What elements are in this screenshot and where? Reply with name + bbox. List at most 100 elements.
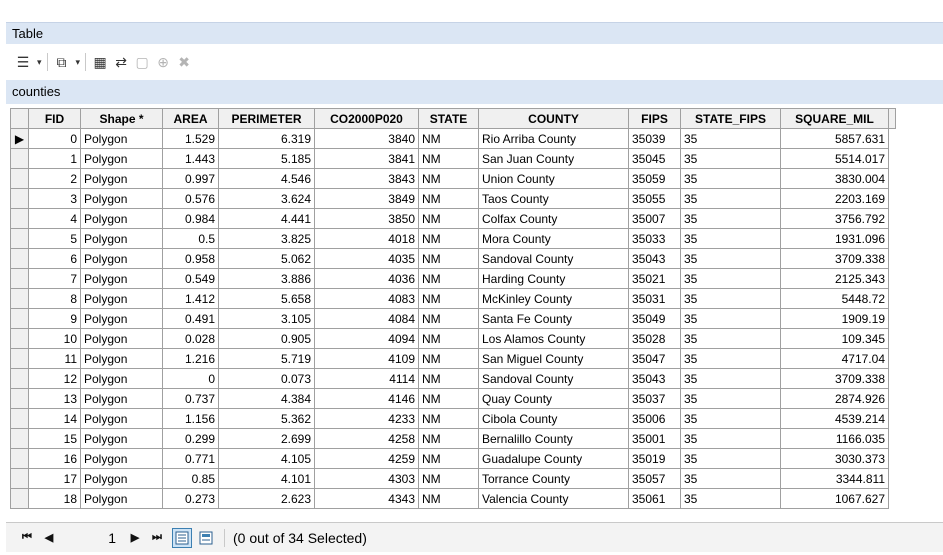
table-row[interactable]: 3 Polygon 0.576 3.624 3849 NM Taos County 35055… (10, 188, 896, 209)
table-cell[interactable]: Los Alamos County (478, 328, 629, 349)
next-record-icon[interactable]: ▶ (130, 532, 140, 544)
table-cell[interactable]: NM (418, 248, 479, 269)
table-cell[interactable]: 35045 (628, 148, 681, 169)
table-cell[interactable]: NM (418, 348, 479, 369)
first-record-icon[interactable]: ⏮ (22, 531, 32, 543)
table-cell[interactable]: 3709.338 (780, 368, 889, 389)
table-cell[interactable]: 6.319 (218, 128, 315, 149)
table-row[interactable]: 14 Polygon 1.156 5.362 4233 NM Cibola County 35… (10, 408, 896, 429)
table-row[interactable]: 10 Polygon 0.028 0.905 4094 NM Los Alamos Coun… (10, 328, 896, 349)
table-cell[interactable]: 5.185 (218, 148, 315, 169)
table-cell[interactable]: Harding County (478, 268, 629, 289)
column-header[interactable]: PERIMETER (218, 108, 315, 129)
table-cell[interactable]: 4717.04 (780, 348, 889, 369)
attribute-grid[interactable]: FID Shape * AREA PERIMETER CO2000P020 STATE CO… (10, 108, 943, 518)
table-cell[interactable]: Cibola County (478, 408, 629, 429)
table-cell[interactable]: 35 (680, 388, 781, 409)
show-selected-records-icon[interactable] (196, 528, 216, 548)
table-row[interactable]: 17 Polygon 0.85 4.101 4303 NM Torrance County 3… (10, 468, 896, 489)
table-cell[interactable]: 3849 (314, 188, 419, 209)
table-row[interactable]: 11 Polygon 1.216 5.719 4109 NM San Miguel Coun… (10, 348, 896, 369)
table-row[interactable]: 4 Polygon 0.984 4.441 3850 NM Colfax County 350… (10, 208, 896, 229)
table-cell[interactable]: 35047 (628, 348, 681, 369)
table-cell[interactable]: 2125.343 (780, 268, 889, 289)
table-cell[interactable]: 0 (162, 368, 219, 389)
table-cell[interactable]: NM (418, 308, 479, 329)
table-cell[interactable]: 35033 (628, 228, 681, 249)
table-row[interactable]: 8 Polygon 1.412 5.658 4083 NM McKinley County 3… (10, 288, 896, 309)
table-cell[interactable]: 3.886 (218, 268, 315, 289)
table-cell[interactable]: 9 (28, 308, 81, 329)
table-cell[interactable]: 17 (28, 468, 81, 489)
table-cell[interactable]: 1.156 (162, 408, 219, 429)
table-cell[interactable]: 4035 (314, 248, 419, 269)
table-cell[interactable]: 0.737 (162, 388, 219, 409)
table-cell[interactable]: Polygon (80, 188, 163, 209)
table-cell[interactable]: 5 (28, 228, 81, 249)
table-cell[interactable]: NM (418, 388, 479, 409)
row-selector[interactable] (10, 428, 29, 449)
table-cell[interactable]: 35 (680, 268, 781, 289)
table-cell[interactable]: 35 (680, 308, 781, 329)
table-cell[interactable]: Rio Arriba County (478, 128, 629, 149)
table-cell[interactable]: 4233 (314, 408, 419, 429)
table-cell[interactable]: 4.101 (218, 468, 315, 489)
table-cell[interactable]: Torrance County (478, 468, 629, 489)
table-cell[interactable]: 35 (680, 328, 781, 349)
column-header[interactable]: Shape * (80, 108, 163, 129)
table-cell[interactable]: 2 (28, 168, 81, 189)
table-cell[interactable]: 4.546 (218, 168, 315, 189)
table-cell[interactable]: Polygon (80, 168, 163, 189)
table-cell[interactable]: 4018 (314, 228, 419, 249)
table-cell[interactable]: NM (418, 128, 479, 149)
table-cell[interactable]: NM (418, 208, 479, 229)
chevron-down-icon[interactable]: ▾ (75, 56, 81, 67)
table-cell[interactable]: 0.576 (162, 188, 219, 209)
table-cell[interactable]: Polygon (80, 408, 163, 429)
table-cell[interactable]: 4114 (314, 368, 419, 389)
table-cell[interactable]: Polygon (80, 228, 163, 249)
delete-selected-icon[interactable]: ✖ (178, 53, 190, 70)
table-cell[interactable]: 35055 (628, 188, 681, 209)
table-cell[interactable]: 4036 (314, 268, 419, 289)
last-record-icon[interactable]: ⏭ (152, 531, 162, 543)
table-cell[interactable]: San Miguel County (478, 348, 629, 369)
table-cell[interactable]: 35006 (628, 408, 681, 429)
table-cell[interactable]: 5448.72 (780, 288, 889, 309)
table-row[interactable]: 5 Polygon 0.5 3.825 4018 NM Mora County 35033 35… (10, 228, 896, 249)
table-cell[interactable]: NM (418, 488, 479, 509)
table-cell[interactable]: 4094 (314, 328, 419, 349)
table-cell[interactable]: 1067.627 (780, 488, 889, 509)
column-header[interactable]: SQUARE_MIL (780, 108, 889, 129)
table-cell[interactable]: McKinley County (478, 288, 629, 309)
table-cell[interactable]: Colfax County (478, 208, 629, 229)
row-selector[interactable] (10, 268, 29, 289)
table-cell[interactable]: NM (418, 188, 479, 209)
table-row[interactable]: 16 Polygon 0.771 4.105 4259 NM Guadalupe Count… (10, 448, 896, 469)
table-cell[interactable]: 0.549 (162, 268, 219, 289)
table-cell[interactable]: Polygon (80, 208, 163, 229)
table-cell[interactable]: NM (418, 448, 479, 469)
table-cell[interactable]: 3344.811 (780, 468, 889, 489)
chevron-down-icon[interactable]: ▾ (37, 56, 42, 67)
row-selector[interactable]: ▶ (10, 128, 29, 149)
table-cell[interactable]: NM (418, 408, 479, 429)
row-selector[interactable] (10, 388, 29, 409)
table-cell[interactable]: 35 (680, 428, 781, 449)
table-cell[interactable]: Polygon (80, 348, 163, 369)
table-cell[interactable]: 5.362 (218, 408, 315, 429)
table-cell[interactable]: NM (418, 468, 479, 489)
table-cell[interactable]: 35043 (628, 368, 681, 389)
table-cell[interactable]: 10 (28, 328, 81, 349)
table-cell[interactable]: NM (418, 328, 479, 349)
table-cell[interactable]: Bernalillo County (478, 428, 629, 449)
table-cell[interactable]: 4109 (314, 348, 419, 369)
table-cell[interactable]: 35 (680, 248, 781, 269)
table-cell[interactable]: Santa Fe County (478, 308, 629, 329)
table-cell[interactable]: 35 (680, 448, 781, 469)
row-selector[interactable] (10, 348, 29, 369)
table-cell[interactable]: 3841 (314, 148, 419, 169)
clear-selection-icon[interactable]: ▢ (135, 53, 149, 70)
table-cell[interactable]: Polygon (80, 328, 163, 349)
table-cell[interactable]: 5.719 (218, 348, 315, 369)
